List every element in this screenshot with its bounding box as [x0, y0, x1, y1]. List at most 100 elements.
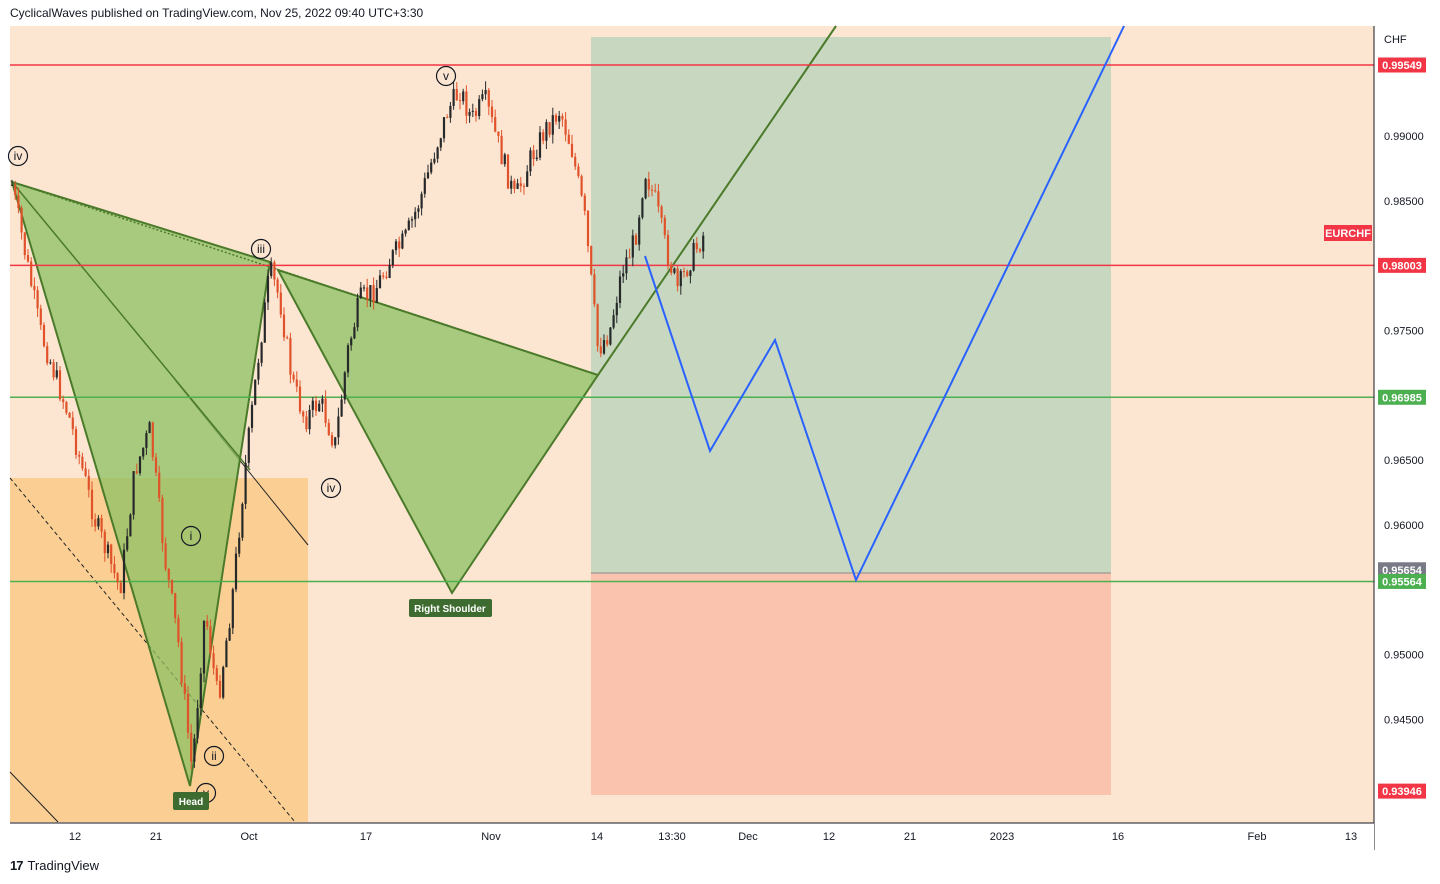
candle-body — [561, 115, 564, 120]
x-tick-label: 16 — [1112, 831, 1124, 843]
candle-body — [39, 308, 42, 325]
candle-body — [250, 404, 254, 428]
candle-body — [209, 626, 212, 654]
candle-body — [356, 298, 359, 328]
price-label-text: 0.95654 — [1382, 565, 1423, 577]
candle-body — [404, 229, 407, 234]
candle-body — [401, 233, 404, 249]
candle-body — [58, 370, 62, 400]
candle-body — [609, 327, 612, 345]
candle-body — [276, 279, 279, 293]
head-label: Head — [173, 792, 209, 810]
candle-body — [484, 90, 487, 95]
price-label-text: 0.96985 — [1382, 392, 1422, 404]
candle-body — [439, 138, 442, 148]
y-tick-label: 0.94500 — [1384, 714, 1424, 726]
candle-body — [346, 345, 350, 373]
candle-body — [81, 456, 84, 469]
y-axis-ticks: 0.99000 0.98500 0.97500 0.96500 0.96000 0.950… — [1384, 131, 1424, 726]
candle-body — [497, 131, 500, 136]
candle-body — [132, 471, 135, 515]
wave-label: i — [190, 529, 193, 543]
candle-body — [638, 217, 641, 245]
candle-body — [414, 211, 417, 220]
wave-circle — [180, 525, 202, 547]
candle-body — [545, 122, 548, 141]
candle-body — [23, 232, 26, 256]
candle-body — [273, 262, 276, 280]
neckline-dotted — [11, 181, 599, 376]
candle-body — [241, 503, 244, 538]
candle-body — [455, 89, 458, 101]
candle-body — [260, 342, 263, 363]
candle-body — [570, 143, 574, 157]
price-label-box — [1378, 57, 1426, 73]
candle-body — [180, 642, 183, 684]
candle-body — [510, 180, 513, 189]
x-tick-label: 13:30 — [658, 831, 686, 843]
candle-body — [218, 680, 222, 698]
time-axis[interactable] — [10, 823, 1374, 850]
candle-body — [10, 184, 14, 186]
y-tick-label: 0.99000 — [1384, 131, 1424, 143]
candle-body — [234, 553, 238, 590]
candle-body — [100, 518, 103, 532]
candle-body — [202, 620, 206, 674]
candle-body — [321, 398, 324, 404]
price-label-box — [1378, 573, 1426, 589]
y-tick-label: 0.95000 — [1384, 650, 1424, 662]
candle-body — [372, 285, 375, 303]
candle-body — [186, 694, 190, 733]
candle-body — [71, 417, 74, 430]
candle-body — [474, 110, 478, 117]
x-tick-label: Feb — [1248, 831, 1267, 843]
candle-body — [193, 738, 196, 762]
candle-body — [654, 190, 657, 192]
x-tick-label: 12 — [69, 831, 81, 843]
price-label-text: 0.99549 — [1382, 60, 1422, 72]
candle-body — [314, 400, 318, 412]
candle-body — [458, 100, 462, 102]
candle-body — [282, 314, 286, 338]
candle-body — [46, 346, 49, 364]
candle-body — [558, 115, 561, 122]
candle-body — [590, 246, 593, 275]
candle-body — [62, 399, 65, 403]
candle-body — [420, 193, 423, 209]
candle-body — [174, 593, 177, 619]
candle-body — [94, 519, 97, 527]
candle-body — [657, 191, 660, 207]
candle-body — [212, 653, 215, 669]
candle-body — [286, 337, 289, 339]
candle-body — [161, 497, 164, 544]
candle-body — [126, 536, 129, 550]
projection-path — [644, 25, 1125, 583]
candle-body — [631, 235, 634, 258]
candle-body — [564, 119, 567, 135]
candle-body — [695, 242, 698, 250]
price-axis[interactable] — [1374, 26, 1430, 823]
candle-body — [673, 268, 676, 273]
candle-body — [167, 568, 170, 581]
candle-body — [490, 106, 494, 118]
candle-body — [84, 468, 87, 477]
candle-body — [670, 265, 673, 273]
candle-body — [436, 147, 439, 159]
wave-label: iii — [257, 242, 265, 256]
price-label-box — [1378, 783, 1426, 799]
candle-body — [516, 183, 519, 189]
candle-body — [618, 276, 622, 303]
candle-body — [324, 398, 327, 423]
candle-body — [599, 346, 602, 354]
candle-body — [554, 115, 558, 122]
candle-body — [279, 292, 282, 315]
x-tick-label: 14 — [591, 831, 603, 843]
candle-body — [129, 514, 132, 537]
candle-body — [225, 640, 228, 668]
target-zone — [591, 37, 1111, 573]
candle-body — [26, 255, 30, 262]
right-shoulder-label: Right Shoulder — [409, 599, 492, 617]
candle-body — [154, 457, 158, 473]
x-tick-label: Dec — [738, 831, 758, 843]
